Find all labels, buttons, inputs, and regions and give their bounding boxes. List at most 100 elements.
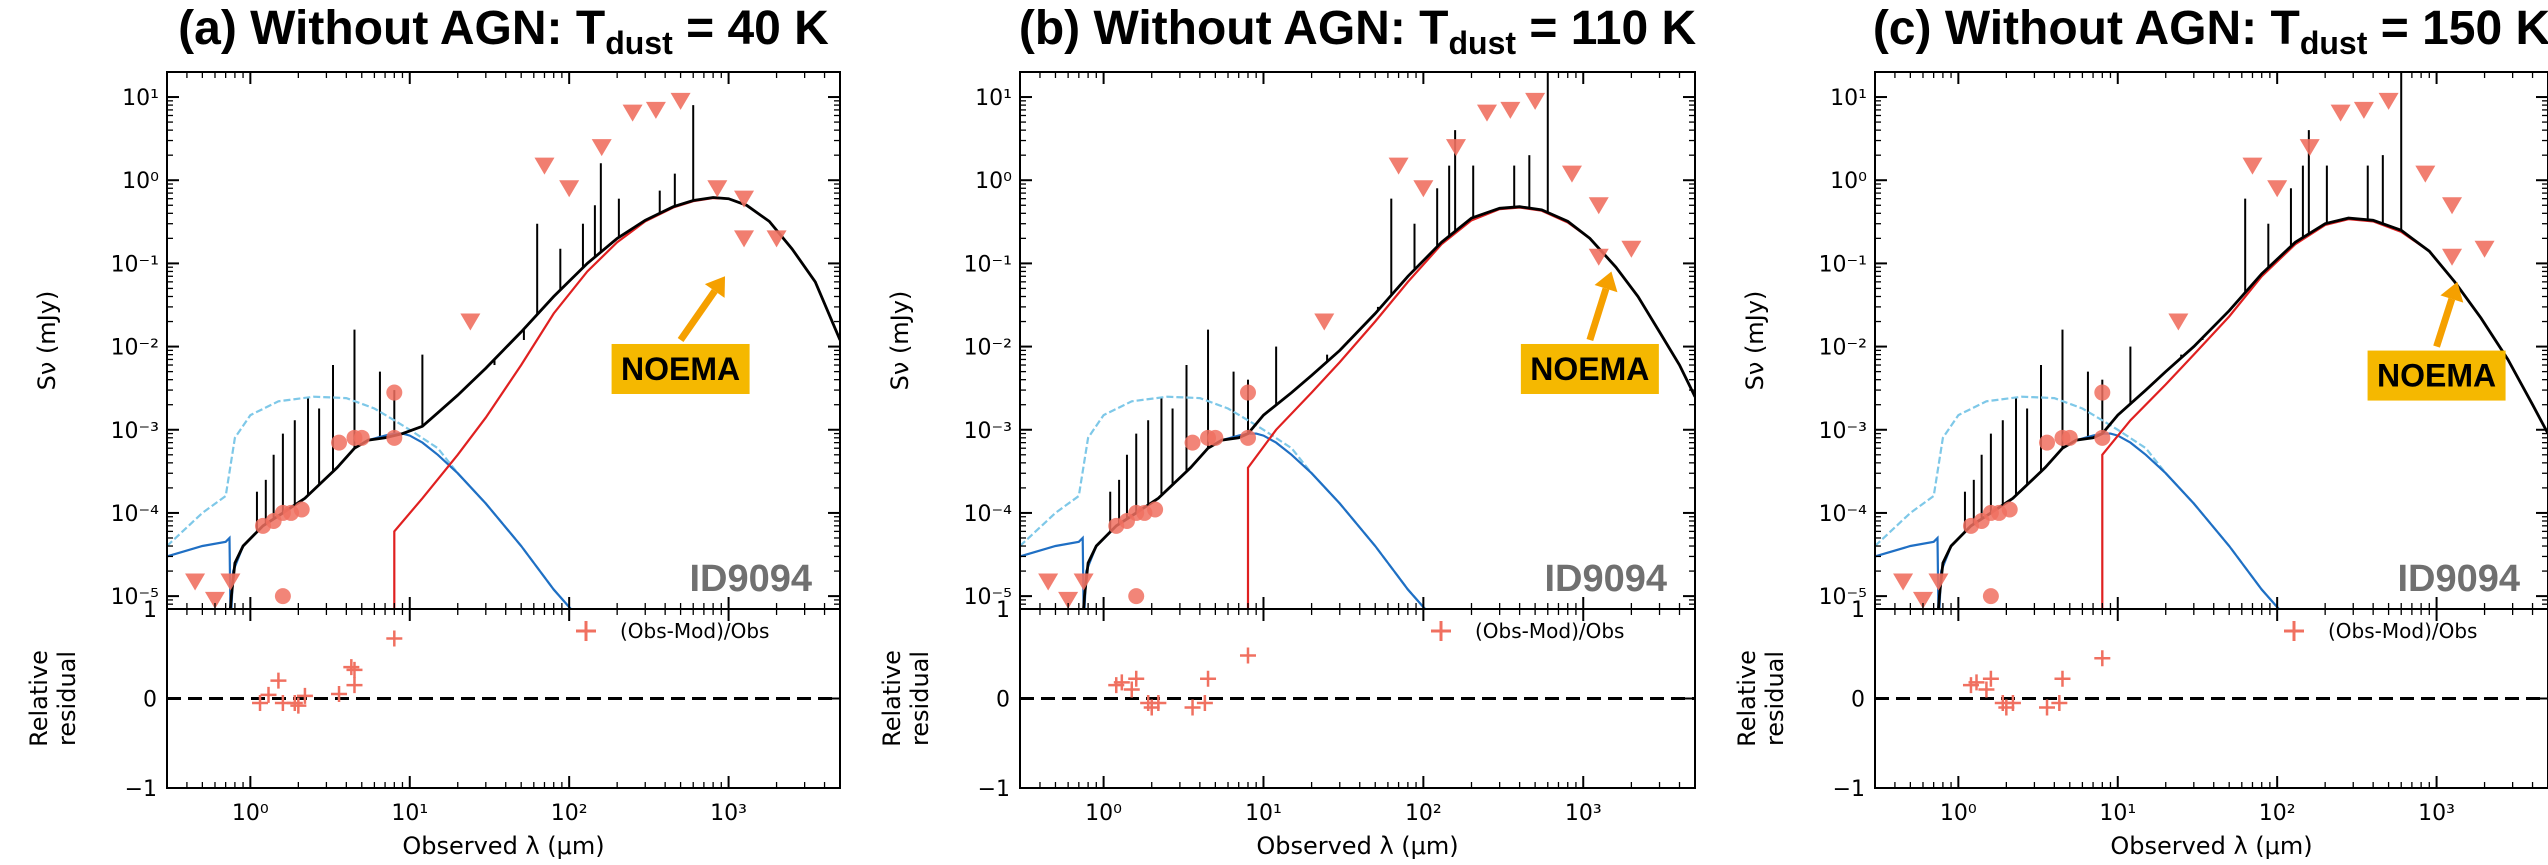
noema-arrow-head — [2440, 281, 2464, 303]
residual-point-10 — [346, 677, 363, 694]
noema-label-box — [1520, 343, 1659, 394]
x-tick-label-2: 10² — [551, 801, 588, 826]
x-tick-label-3: 10³ — [2418, 801, 2455, 826]
panel-title-subscript: dust — [1448, 25, 1516, 61]
residual-point-6 — [2004, 694, 2021, 711]
sed-plot-area — [1020, 72, 1695, 609]
residual-plot-area — [1108, 647, 1256, 716]
photometry-point-4 — [2001, 501, 2018, 518]
series-stellar-unattenuated-line — [167, 395, 573, 609]
x-axis-label: Observed λ (μm) — [1256, 832, 1458, 860]
sed-plot-area — [1875, 72, 2548, 609]
residual-point-9 — [346, 661, 363, 678]
x-tick-label-1: 10¹ — [391, 801, 428, 826]
residual-point-11 — [386, 630, 403, 647]
panel-title-main: (c) Without AGN: T — [1873, 2, 2300, 55]
upper-limit-12 — [734, 230, 755, 248]
x-tick-label-1: 10¹ — [2099, 801, 2136, 826]
residual-legend-marker — [576, 621, 596, 641]
upper-limit-13 — [1621, 240, 1642, 258]
upper-limit-3 — [1314, 313, 1335, 331]
residual-y-tick-label-0: −1 — [978, 777, 1010, 802]
residual-point-1 — [1968, 674, 1985, 691]
x-tick-label-0: 10⁰ — [1085, 801, 1122, 826]
noema-label: NOEMA — [2377, 358, 2496, 394]
upper-limit-6 — [591, 139, 612, 157]
residual-legend-marker — [1431, 621, 1451, 641]
panel-title: (c) Without AGN: Tdust = 150 K — [1873, 2, 2548, 61]
panel-title-tail: = 110 K — [1516, 2, 1696, 55]
photometry-point-10 — [1239, 429, 1256, 446]
residual-y-tick-label-0: −1 — [125, 777, 157, 802]
y-axis-label: Sν (mJy) — [886, 291, 914, 391]
x-tick-label-3: 10³ — [710, 801, 747, 826]
residual-plot-area — [1962, 650, 2111, 716]
upper-limit-7 — [2330, 104, 2351, 122]
residual-point-3 — [1982, 670, 1999, 687]
y-tick-label-2: 10⁻³ — [964, 419, 1012, 444]
y-axis-label: Sν (mJy) — [1741, 291, 1769, 391]
y-tick-label-1: 10⁻⁴ — [111, 502, 160, 527]
upper-limit-9 — [1525, 92, 1546, 110]
photometry-point-5 — [331, 434, 348, 451]
residual-point-5 — [290, 697, 307, 714]
residual-y-tick-label-1: 0 — [1851, 688, 1865, 713]
photometry-point-8 — [386, 384, 403, 401]
upper-limit-4 — [2242, 157, 2263, 175]
upper-limit-2 — [1073, 573, 1094, 591]
panel-title: (a) Without AGN: Tdust = 40 K — [178, 2, 829, 61]
upper-limit-9 — [2378, 92, 2399, 110]
noema-arrow-head — [704, 276, 726, 298]
panel-title-tail: = 40 K — [673, 2, 829, 55]
y-tick-label-5: 10⁰ — [1830, 169, 1867, 194]
photometry-point-4 — [293, 501, 310, 518]
residual-label-line2: residual — [53, 651, 81, 746]
upper-limit-8 — [645, 101, 666, 119]
photometry-point-9 — [1128, 588, 1145, 605]
x-tick-label-0: 10⁰ — [1940, 801, 1977, 826]
x-tick-label-3: 10³ — [1565, 801, 1602, 826]
y-tick-label-5: 10⁰ — [975, 169, 1012, 194]
upper-limit-1 — [1912, 591, 1933, 609]
noema-arrow-shaft — [1586, 287, 1610, 342]
upper-limit-2 — [1928, 573, 1949, 591]
residual-y-tick-label-1: 0 — [143, 688, 157, 713]
residual-point-9 — [1200, 670, 1217, 687]
upper-limit-2 — [220, 573, 241, 591]
photometry-point-10 — [386, 429, 403, 446]
residual-y-tick-label-2: 1 — [143, 598, 157, 623]
residual-legend-label: (Obs-Mod)/Obs — [2328, 619, 2477, 643]
upper-limit-5 — [559, 180, 580, 198]
residual-label-line2: residual — [1761, 651, 1789, 746]
y-tick-label-4: 10⁻¹ — [1819, 252, 1867, 277]
residual-label-line1: Relative — [25, 650, 53, 747]
object-id-label: ID9094 — [2397, 558, 2520, 600]
object-id-label: ID9094 — [1544, 558, 1667, 600]
noema-label: NOEMA — [1530, 351, 1649, 387]
x-tick-label-1: 10¹ — [1245, 801, 1282, 826]
sed-plot-area — [167, 92, 840, 609]
photometry-point-7 — [2061, 429, 2078, 446]
residual-point-9 — [2054, 670, 2071, 687]
residual-point-10 — [1239, 647, 1256, 664]
upper-limit-10 — [707, 180, 728, 198]
residual-point-6 — [296, 687, 313, 704]
upper-limit-7 — [1476, 104, 1497, 122]
x-axis-label: Observed λ (μm) — [2110, 832, 2312, 860]
y-tick-label-6: 10¹ — [1830, 86, 1867, 111]
series-stellar-unattenuated-line — [1875, 395, 2281, 609]
residual-point-8 — [1196, 694, 1213, 711]
residual-y-tick-label-2: 1 — [1851, 598, 1865, 623]
upper-limit-8 — [1500, 101, 1521, 119]
residual-point-7 — [2039, 699, 2056, 716]
panel-title-main: (a) Without AGN: T — [178, 2, 605, 55]
y-tick-label-6: 10¹ — [975, 86, 1012, 111]
y-tick-label-0: 10⁻⁵ — [1819, 585, 1867, 610]
upper-limit-8 — [2353, 101, 2374, 119]
y-tick-label-5: 10⁰ — [122, 169, 159, 194]
upper-limit-7 — [622, 104, 643, 122]
series-total-line — [1937, 216, 2548, 609]
noema-label-box — [2367, 350, 2506, 401]
upper-limit-9 — [670, 92, 691, 110]
